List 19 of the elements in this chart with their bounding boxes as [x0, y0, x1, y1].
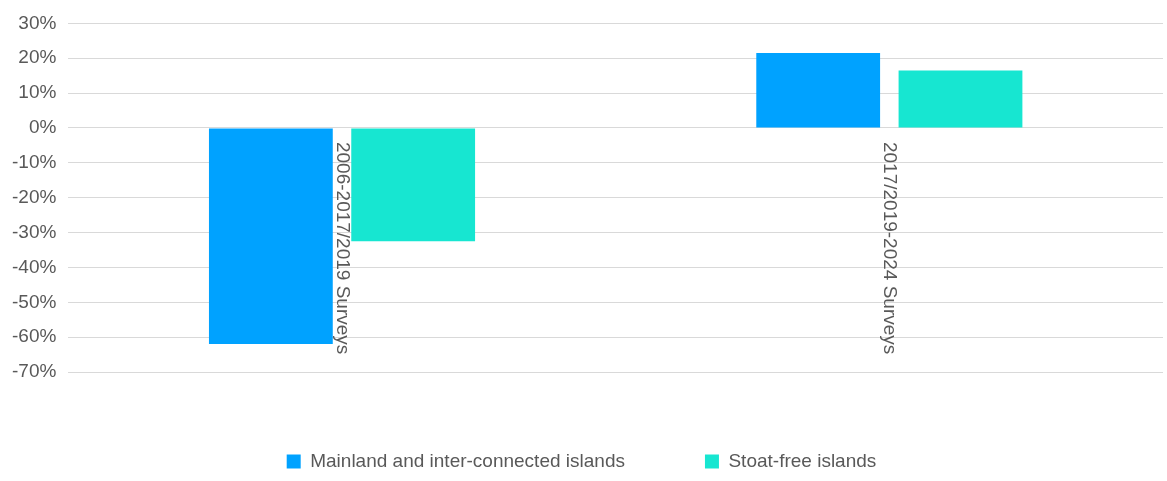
bar — [208, 128, 333, 345]
x-tick-label: 2006-2017/2019 Surveys — [332, 141, 354, 355]
y-tick-label: -20% — [12, 185, 57, 207]
x-tick-label: 2017/2019-2024 Surveys — [880, 141, 902, 355]
legend-label: Mainland and inter-connected islands — [310, 449, 625, 471]
y-tick-label: -70% — [12, 360, 57, 382]
bar — [351, 128, 476, 242]
bar — [756, 53, 881, 128]
y-tick-label: -30% — [12, 220, 57, 242]
y-tick-label: -50% — [12, 290, 57, 312]
bar — [898, 70, 1023, 128]
y-tick-label: -40% — [12, 255, 57, 277]
y-tick-label: 10% — [18, 81, 57, 103]
y-tick-label: -10% — [12, 151, 57, 173]
legend-label: Stoat-free islands — [728, 449, 877, 471]
y-tick-label: 20% — [18, 46, 57, 68]
y-tick-label: 30% — [18, 11, 57, 33]
y-tick-label: 0% — [28, 116, 57, 138]
y-tick-label: -60% — [12, 325, 57, 347]
